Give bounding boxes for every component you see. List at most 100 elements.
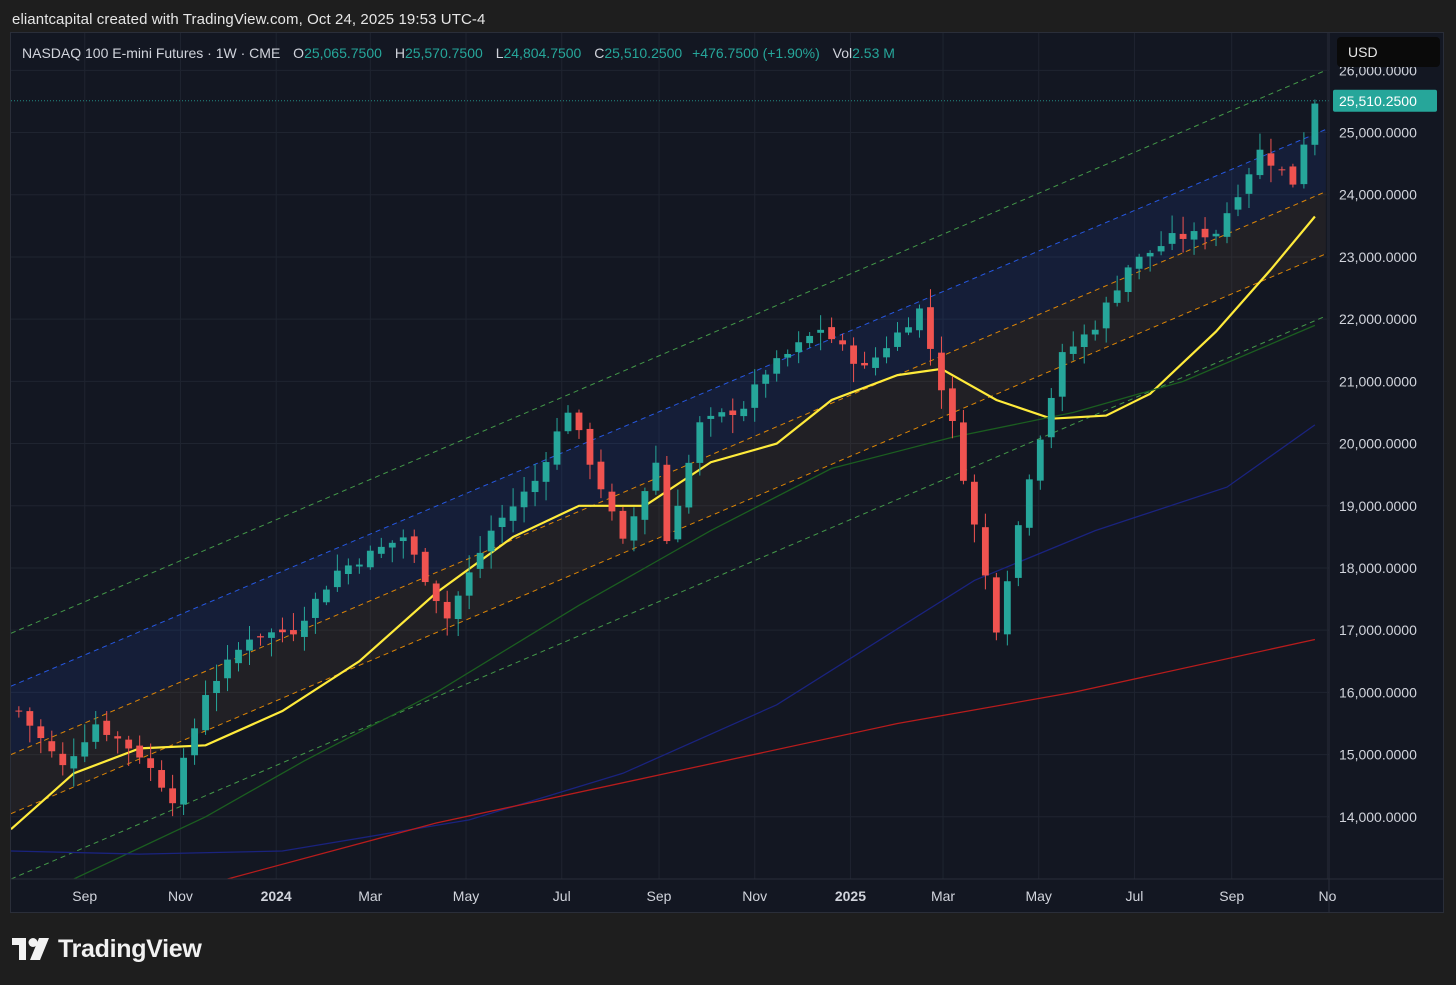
candle-body	[685, 462, 693, 508]
candle-body	[125, 739, 133, 749]
candle-body	[619, 510, 627, 539]
candle-body	[366, 550, 374, 568]
candle-body	[388, 542, 396, 548]
channel-line	[11, 315, 1327, 879]
high-label: H	[394, 45, 405, 61]
candle-body	[377, 546, 385, 554]
candle-body	[1124, 267, 1132, 293]
time-tick-label: Jul	[553, 888, 571, 904]
price-tick-label: 14,000.0000	[1339, 809, 1417, 825]
candle-body	[15, 710, 23, 712]
time-tick-label: 2025	[835, 888, 866, 904]
time-tick-label: Mar	[931, 888, 955, 904]
price-tick-label: 24,000.0000	[1339, 187, 1417, 203]
time-tick-label: Nov	[168, 888, 193, 904]
candle-body	[663, 464, 671, 542]
price-tick-label: 25,000.0000	[1339, 125, 1417, 141]
candle-body	[432, 583, 440, 602]
volume-value: 2.53 M	[852, 45, 895, 61]
candle-body	[1179, 233, 1187, 239]
candle-body	[1080, 334, 1088, 348]
candle-body	[927, 307, 934, 349]
candle-body	[26, 711, 34, 726]
candle-body	[696, 422, 704, 463]
candle-body	[1146, 252, 1154, 257]
candle-body	[410, 536, 418, 555]
candle-body	[938, 352, 945, 391]
currency-button[interactable]: USD	[1337, 37, 1440, 67]
ohlc-legend: NASDAQ 100 E-mini Futures · 1W · CME O25…	[22, 45, 895, 61]
candle-body	[279, 629, 286, 633]
price-tick-label: 19,000.0000	[1339, 498, 1417, 514]
last-price-tag	[1333, 89, 1437, 112]
candle-body	[1025, 479, 1033, 528]
candle-body	[1157, 246, 1165, 252]
candle-body	[1201, 228, 1209, 238]
candle-body	[1234, 197, 1242, 210]
candle-body	[1311, 103, 1319, 145]
candle-body	[1267, 153, 1275, 166]
candle-body	[1135, 256, 1143, 269]
price-tick-label: 18,000.0000	[1339, 560, 1417, 576]
time-tick-label: Mar	[358, 888, 382, 904]
candle-body	[751, 384, 759, 408]
close-value: 25,510.2500	[604, 45, 683, 61]
low-value: 24,804.7500	[503, 45, 582, 61]
candle-body	[718, 412, 726, 417]
price-tick-label: 17,000.0000	[1339, 622, 1417, 638]
candle-body	[487, 530, 495, 552]
time-tick-label: No	[1318, 888, 1336, 904]
candle-body	[257, 636, 264, 638]
candle-body	[246, 639, 253, 651]
price-chart[interactable]: 14,000.0000 15,000.0000 16,000.0000 17,000.…	[11, 33, 1443, 912]
candle-body	[1300, 144, 1308, 185]
candle-body	[883, 348, 890, 358]
candle-body	[729, 410, 737, 415]
candle-body	[344, 565, 352, 575]
chart-area[interactable]: 14,000.0000 15,000.0000 16,000.0000 17,000.…	[10, 32, 1444, 913]
candle-body	[301, 620, 308, 637]
candle-body	[1069, 346, 1077, 354]
candle-body	[169, 788, 177, 804]
candle-body	[158, 770, 166, 788]
time-tick-label: May	[453, 888, 479, 904]
candle-body	[707, 415, 715, 419]
volume-label: Vol	[832, 45, 853, 61]
candle-body	[103, 720, 111, 735]
candle-body	[1278, 169, 1286, 171]
candle-body	[586, 428, 594, 465]
candle-body	[1058, 352, 1066, 397]
candle-body	[136, 745, 144, 758]
candle-body	[454, 595, 462, 619]
logo-text: TradingView	[58, 934, 202, 963]
candle-body	[520, 491, 528, 508]
candle-body	[498, 517, 506, 528]
candle-body	[1091, 329, 1099, 335]
candle-body	[905, 327, 912, 333]
candle-body	[575, 412, 583, 431]
candle-body	[784, 353, 792, 358]
candle-body	[817, 329, 825, 333]
candle-body	[1289, 166, 1297, 185]
candle-body	[1190, 231, 1198, 240]
candle-body	[641, 491, 649, 520]
candle-body	[1168, 233, 1176, 244]
candle-body	[202, 695, 209, 731]
candle-body	[839, 340, 847, 345]
symbol-label[interactable]: NASDAQ 100 E-mini Futures · 1W · CME	[22, 45, 281, 61]
candle-body	[970, 481, 978, 525]
candle-body	[268, 632, 275, 638]
time-tick-label: Nov	[742, 888, 767, 904]
candle-body	[1245, 174, 1253, 194]
candle-body	[674, 505, 682, 540]
high-value: 25,570.7500	[404, 45, 483, 61]
candle-body	[773, 358, 781, 374]
chart-caption: eliantcapital created with TradingView.c…	[12, 11, 486, 28]
channel-upper-fill	[11, 129, 1326, 755]
candle-body	[795, 342, 803, 353]
time-tick-label: May	[1025, 888, 1051, 904]
time-tick-label: Sep	[647, 888, 672, 904]
low-label: L	[495, 45, 504, 61]
time-tick-label: 2024	[261, 888, 292, 904]
candle-body	[960, 422, 967, 481]
